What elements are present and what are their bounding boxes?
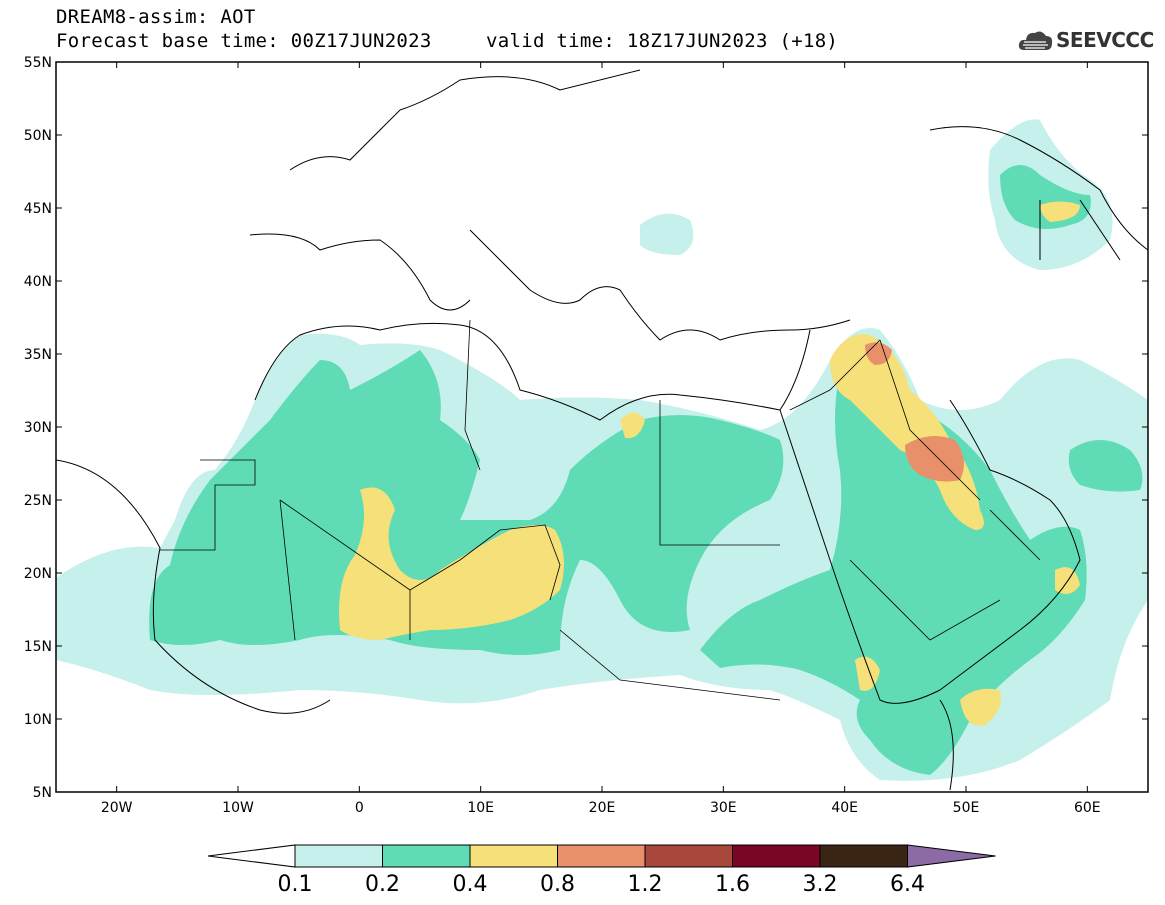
aot-level-0.2-iran xyxy=(1068,440,1143,492)
lat-tick-label: 35N xyxy=(24,347,52,363)
lat-tick-label: 25N xyxy=(24,493,52,509)
colorbar-label: 0.2 xyxy=(365,872,400,897)
lon-tick-label: 0 xyxy=(355,800,364,816)
lon-tick-label: 30E xyxy=(710,800,737,816)
colorbar-label: 1.6 xyxy=(715,872,750,897)
aot-level-0.4-yemen xyxy=(960,688,1001,726)
colorbar-label: 0.4 xyxy=(453,872,488,897)
colorbar-label: 0.8 xyxy=(540,872,575,897)
aot-level-0.8-iraq xyxy=(905,436,964,482)
colorbar-label: 3.2 xyxy=(803,872,838,897)
logo-text: SEEVCCC xyxy=(1056,28,1154,52)
lat-tick-label: 45N xyxy=(24,201,52,217)
lat-tick-label: 15N xyxy=(24,639,52,655)
colorbar-label: 1.2 xyxy=(628,872,663,897)
colorbar-segment xyxy=(382,844,471,868)
lat-tick-label: 10N xyxy=(24,712,52,728)
aot-level-0.2-west xyxy=(149,350,784,655)
cloud-logo-icon xyxy=(1018,31,1053,50)
lat-tick-label: 40N xyxy=(24,274,52,290)
forecast-base-time: Forecast base time: 00Z17JUN2023 xyxy=(56,30,432,52)
country-borders xyxy=(160,319,1041,701)
lat-tick-label: 20N xyxy=(24,566,52,582)
longitude-ticks: 20W 10W 0 10E 20E 30E 40E 50E 60E xyxy=(101,62,1101,816)
lat-tick-label: 30N xyxy=(24,420,52,436)
lon-tick-label: 20E xyxy=(589,800,616,816)
lon-tick-label: 20W xyxy=(101,800,133,816)
aot-level-0.2-east xyxy=(700,338,1087,775)
aot-level-0.4-caspian xyxy=(1040,201,1080,222)
colorbar-segment xyxy=(294,844,383,868)
colorbar-segment xyxy=(732,844,821,868)
lon-tick-label: 10W xyxy=(222,800,254,816)
colorbar-segment xyxy=(557,844,646,868)
aot-level-0.4-small-a xyxy=(620,412,645,439)
latitude-ticks: 55N 50N 45N 40N 35N 30N 25N 20N 15N 10N 5N xyxy=(24,55,1148,801)
seevccc-logo: SEEVCCC xyxy=(1018,26,1154,56)
colorbar-segment xyxy=(469,844,558,868)
lon-tick-label: 50E xyxy=(953,800,980,816)
colorbar-high-arrow xyxy=(907,844,996,868)
map-title: DREAM8-assim: AOT xyxy=(56,6,256,28)
colorbar: 0.1 0.2 0.4 0.8 1.2 1.6 3.2 6.4 xyxy=(207,844,996,897)
aot-level-0.1-balkan xyxy=(640,213,694,255)
colorbar-low-arrow xyxy=(207,844,296,868)
coastlines xyxy=(56,69,1148,791)
colorbar-label: 6.4 xyxy=(890,872,925,897)
colorbar-label: 0.1 xyxy=(278,872,313,897)
lon-tick-label: 60E xyxy=(1074,800,1101,816)
lat-tick-label: 5N xyxy=(33,785,52,801)
lat-tick-label: 50N xyxy=(24,128,52,144)
aot-level-0.4-sahel xyxy=(339,487,564,640)
colorbar-segment xyxy=(819,844,908,868)
colorbar-segment xyxy=(644,844,733,868)
lat-tick-label: 55N xyxy=(24,55,52,71)
lon-tick-label: 10E xyxy=(467,800,494,816)
valid-time: valid time: 18Z17JUN2023 (+18) xyxy=(486,30,839,52)
lon-tick-label: 40E xyxy=(831,800,858,816)
aot-shading xyxy=(56,119,1148,781)
